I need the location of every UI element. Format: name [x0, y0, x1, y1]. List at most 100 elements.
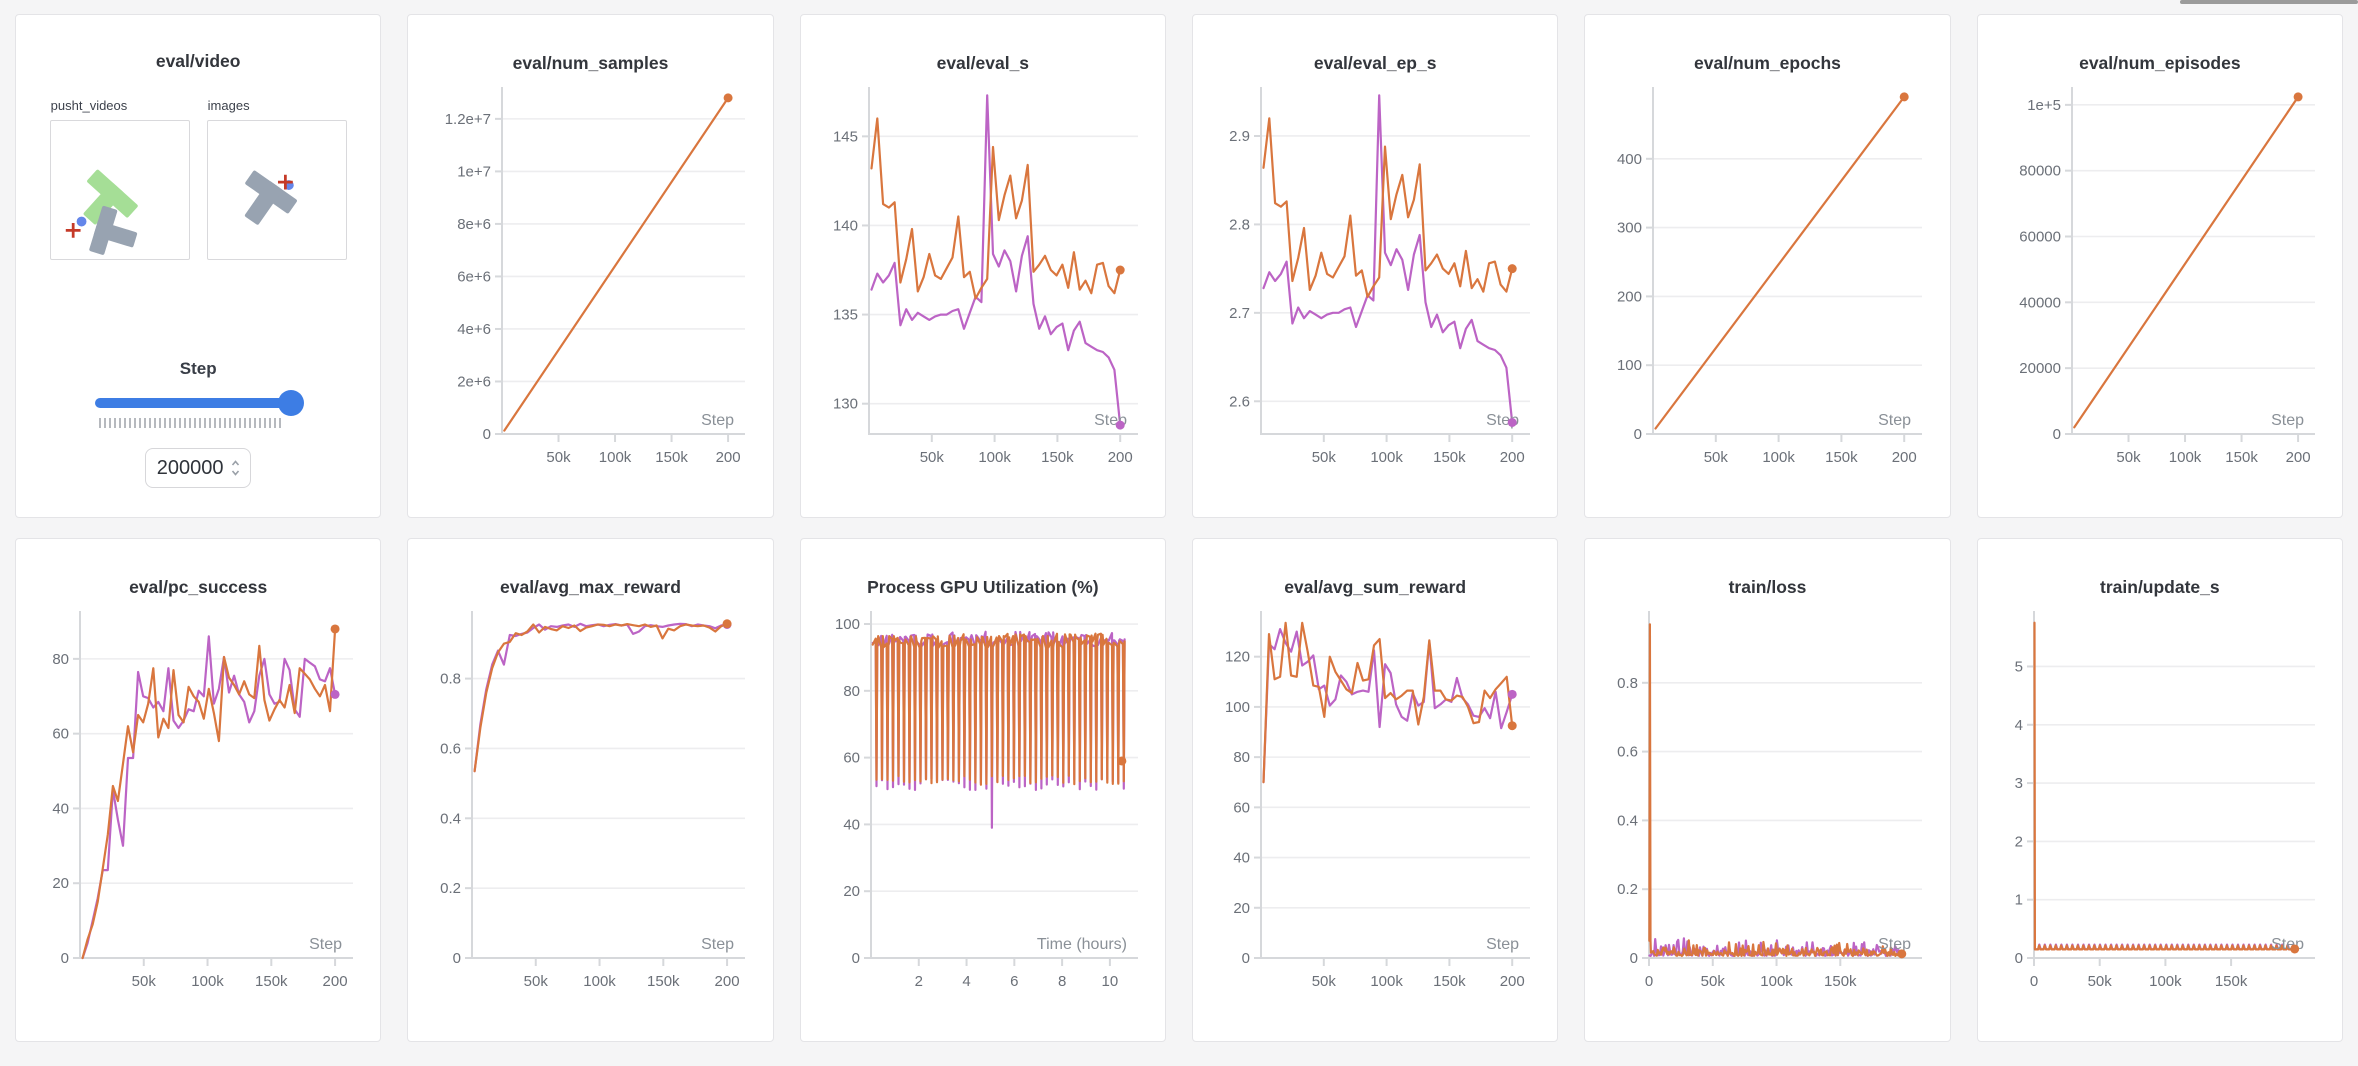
panel-eval-num-samples: eval/num_samples 0 2e+6 4e+6 6e+6 8e+6 1e+7 1.…	[407, 14, 774, 518]
horizontal-scrollbar-thumb[interactable]	[2180, 0, 2358, 4]
y-tick-label: 1e+7	[458, 163, 492, 180]
x-axis-label: Step	[1486, 936, 1519, 953]
x-axis-label: Step	[309, 936, 342, 953]
x-tick-label: 50k	[1704, 449, 1729, 466]
x-tick-label: 100k	[978, 449, 1011, 466]
media-thumb-images[interactable]: images	[206, 98, 347, 260]
pusht-env-render	[244, 170, 297, 225]
y-tick-label: 6e+6	[458, 268, 492, 285]
x-tick-label: 50k	[920, 449, 945, 466]
panel-train-loss: train/loss 0 0.2 0.4 0.6 0.8 0 50k 100k 150k Step	[1584, 538, 1951, 1042]
line-chart[interactable]: 0 20 40 60 80 100 120 50k 100k 150k 200 Step	[1205, 602, 1545, 1014]
x-tick-label: 200	[323, 973, 348, 990]
line-chart[interactable]: 0 20000 40000 60000 80000 1e+5 50k 100k 150k 200 S…	[1990, 78, 2330, 490]
media-thumb-label: pusht_videos	[50, 98, 128, 113]
series-line-orange	[2073, 95, 2300, 429]
line-chart[interactable]: 0 0.2 0.4 0.6 0.8 0 50k 100k 150k Step	[1597, 602, 1937, 1014]
y-tick-label: 2.9	[1229, 128, 1250, 145]
y-tick-label: 80	[843, 683, 860, 700]
panel-eval-num-epochs: eval/num_epochs 0 100 200 300 400 50k 100k 150k…	[1584, 14, 1951, 518]
step-slider[interactable]	[95, 390, 305, 416]
x-tick-label: 150k	[656, 449, 689, 466]
x-tick-label: 200	[1892, 449, 1917, 466]
line-chart[interactable]: 0 100 200 300 400 50k 100k 150k 200 Step	[1597, 78, 1937, 490]
series-line-orange	[1648, 623, 1902, 957]
line-chart[interactable]: 0 1 2 3 4 5 0 50k 100k 150k Step	[1990, 602, 2330, 1014]
x-axis-label: Step	[2271, 412, 2304, 429]
x-tick-label: 0	[1645, 973, 1653, 990]
x-tick-label: 50k	[2087, 973, 2112, 990]
media-thumb-label: images	[207, 98, 250, 113]
line-chart[interactable]: 0 20 40 60 80 100 2 4 6 8 10 Time (hours)	[813, 602, 1153, 1014]
panel-title: eval/avg_max_reward	[500, 577, 681, 597]
block-t-shape	[88, 205, 137, 255]
goal-t-shape	[83, 169, 138, 225]
line-chart[interactable]: 0 20 40 60 80 50k 100k 150k 200 Step	[28, 602, 368, 1014]
x-axis-label: Step	[702, 936, 735, 953]
panel-eval-avg-sum-reward: eval/avg_sum_reward 0 20 40 60 80 100 120 50k 10…	[1192, 538, 1559, 1042]
slider-thumb[interactable]	[278, 390, 305, 416]
y-tick-label: 100	[1617, 357, 1642, 374]
y-tick-label: 0	[453, 950, 461, 967]
x-tick-label: 150k	[648, 973, 681, 990]
last-point-dot-purple	[330, 689, 340, 699]
y-tick-label: 400	[1617, 151, 1642, 168]
y-tick-label: 40	[843, 816, 860, 833]
line-chart[interactable]: 0 2e+6 4e+6 6e+6 8e+6 1e+7 1.2e+7 50k 100k 150k 20…	[420, 78, 760, 490]
media-thumbnails: pusht_videos images	[16, 98, 380, 260]
y-tick-label: 60	[52, 726, 69, 743]
last-point-dot-purple	[1507, 689, 1517, 699]
x-tick-label: 4	[962, 973, 970, 990]
y-tick-label: 0	[1634, 426, 1642, 443]
y-tick-label: 2e+6	[458, 373, 492, 390]
series-line-purple	[81, 635, 337, 960]
x-tick-label: 10	[1101, 973, 1118, 990]
last-point-dot-orange	[1117, 756, 1127, 766]
line-chart[interactable]: 0 0.2 0.4 0.6 0.8 50k 100k 150k 200 Step	[420, 602, 760, 1014]
last-point-dot-orange	[724, 93, 734, 103]
x-axis-label: Step	[702, 412, 735, 429]
step-number-input[interactable]: 200000	[145, 448, 252, 488]
panel-title: eval/num_samples	[512, 53, 669, 73]
y-tick-label: 100	[835, 616, 860, 633]
x-tick-label: 150k	[255, 973, 288, 990]
x-tick-label: 50k	[1701, 973, 1726, 990]
panel-eval-num-episodes: eval/num_episodes 0 20000 40000 60000 80000 1…	[1976, 14, 2343, 518]
pusht-video-frame[interactable]	[49, 120, 190, 260]
x-tick-label: 100k	[1370, 973, 1403, 990]
slider-track[interactable]	[95, 398, 302, 408]
media-thumb-pusht-videos[interactable]: pusht_videos	[49, 98, 190, 260]
x-tick-label: 0	[2030, 973, 2038, 990]
panel-title: eval/num_episodes	[2079, 53, 2241, 73]
x-axis-label: Step	[2271, 936, 2304, 953]
panel-title: eval/num_epochs	[1694, 53, 1841, 73]
y-tick-label: 1	[2014, 892, 2022, 909]
x-tick-label: 50k	[2116, 449, 2141, 466]
x-tick-label: 150k	[1433, 449, 1466, 466]
y-tick-label: 20	[52, 875, 69, 892]
slider-tickmarks	[99, 418, 284, 428]
x-axis-label: Time (hours)	[1037, 936, 1127, 953]
panel-title: eval/video	[155, 51, 241, 71]
x-tick-label: 150k	[1825, 973, 1858, 990]
panel-eval-pc-success: eval/pc_success 0 20 40 60 80 50k 100k 150k 200 S…	[15, 538, 382, 1042]
y-tick-label: 80	[52, 651, 69, 668]
x-tick-label: 50k	[524, 973, 549, 990]
series-line-orange	[503, 96, 730, 432]
panel-eval-eval-ep-s: eval/eval_ep_s 2.6 2.7 2.8 2.9 50k 100k 150k 20…	[1192, 14, 1559, 518]
y-tick-label: 135	[833, 307, 858, 324]
x-tick-label: 150k	[1433, 973, 1466, 990]
y-tick-label: 80	[1233, 749, 1250, 766]
x-axis-label: Step	[1879, 936, 1912, 953]
step-value[interactable]: 200000	[156, 456, 224, 479]
x-tick-label: 2	[914, 973, 922, 990]
stepper-chevrons-icon[interactable]	[231, 459, 240, 477]
x-tick-label: 150k	[1041, 449, 1074, 466]
y-tick-label: 2.7	[1229, 305, 1250, 322]
panel-eval-avg-max-reward: eval/avg_max_reward 0 0.2 0.4 0.6 0.8 50k 100k…	[407, 538, 774, 1042]
y-tick-label: 0.4	[1618, 812, 1639, 829]
image-frame[interactable]	[206, 120, 347, 260]
target-cross-icon	[65, 223, 81, 238]
